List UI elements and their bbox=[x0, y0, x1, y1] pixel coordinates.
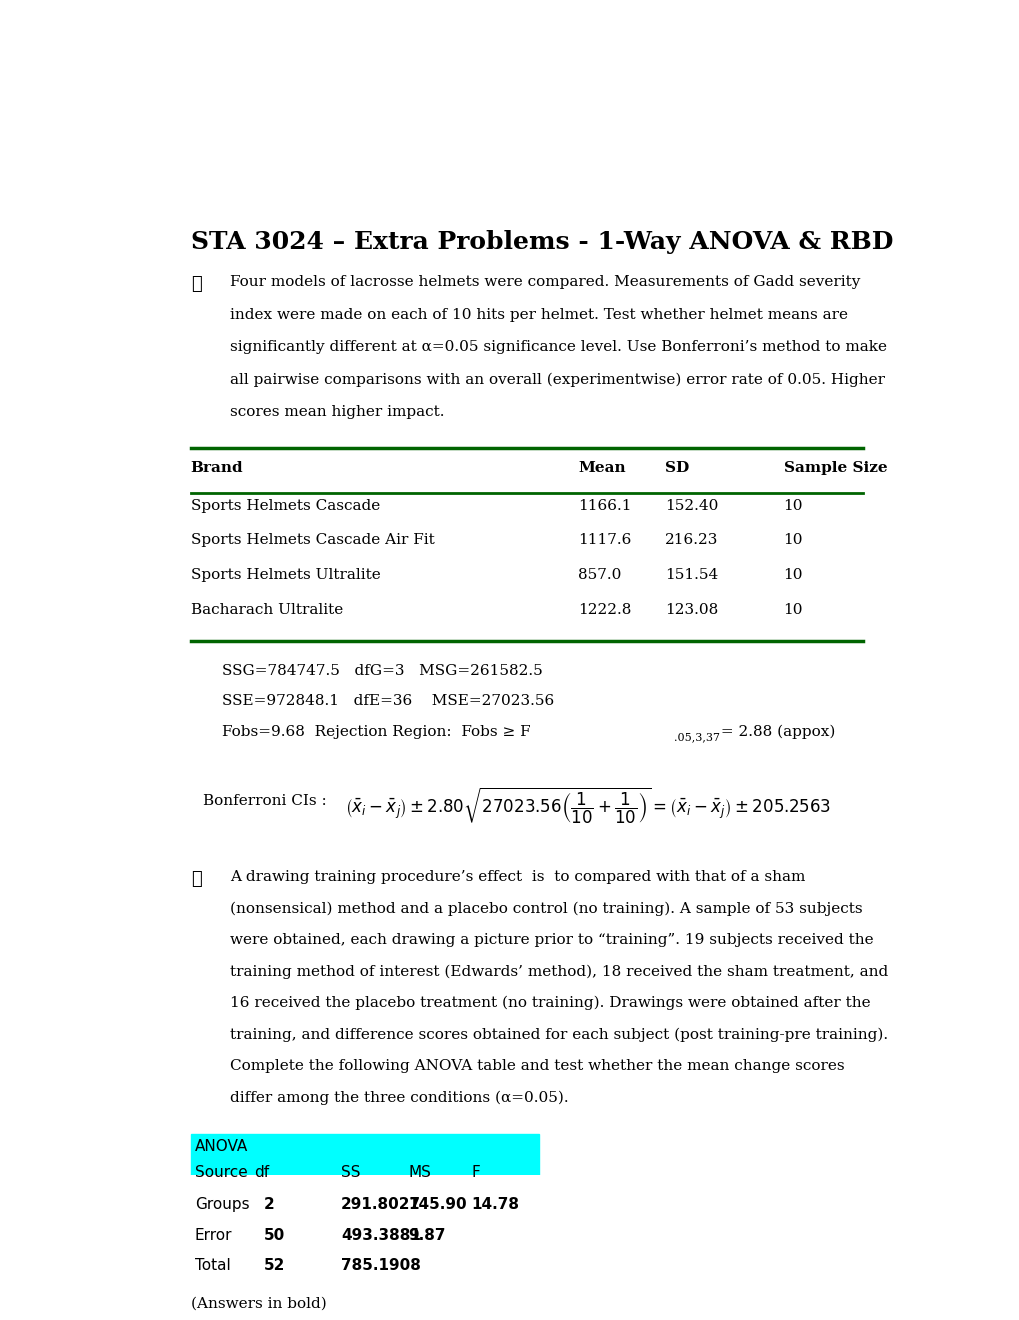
Text: 1166.1: 1166.1 bbox=[578, 499, 631, 513]
Text: Source: Source bbox=[195, 1164, 248, 1180]
Text: Complete the following ANOVA table and test whether the mean change scores: Complete the following ANOVA table and t… bbox=[230, 1059, 844, 1073]
Text: Error: Error bbox=[195, 1228, 232, 1242]
Text: 14.78: 14.78 bbox=[471, 1197, 519, 1212]
Text: Sports Helmets Cascade: Sports Helmets Cascade bbox=[191, 499, 380, 513]
Text: were obtained, each drawing a picture prior to “training”. 19 subjects received : were obtained, each drawing a picture pr… bbox=[230, 933, 873, 946]
Text: (nonsensical) method and a placebo control (no training). A sample of 53 subject: (nonsensical) method and a placebo contr… bbox=[230, 902, 862, 916]
Text: differ among the three conditions (α=0.05).: differ among the three conditions (α=0.0… bbox=[230, 1090, 569, 1105]
Text: 152.40: 152.40 bbox=[664, 499, 717, 513]
Text: 216.23: 216.23 bbox=[664, 533, 717, 548]
Text: Bacharach Ultralite: Bacharach Ultralite bbox=[191, 602, 342, 616]
Text: df: df bbox=[254, 1164, 269, 1180]
Text: 1222.8: 1222.8 bbox=[578, 602, 631, 616]
Text: Total: Total bbox=[195, 1258, 230, 1274]
Text: 1117.6: 1117.6 bbox=[578, 533, 631, 548]
Text: 16 received the placebo treatment (no training). Drawings were obtained after th: 16 received the placebo treatment (no tr… bbox=[230, 995, 870, 1010]
Text: all pairwise comparisons with an overall (experimentwise) error rate of 0.05. Hi: all pairwise comparisons with an overall… bbox=[230, 372, 884, 387]
Text: 2: 2 bbox=[263, 1197, 274, 1212]
Text: 10: 10 bbox=[783, 568, 802, 582]
Text: 50: 50 bbox=[263, 1228, 284, 1242]
Text: Mean: Mean bbox=[578, 461, 625, 475]
Text: training, and difference scores obtained for each subject (post training-pre tra: training, and difference scores obtained… bbox=[230, 1027, 888, 1041]
Text: Sports Helmets Ultralite: Sports Helmets Ultralite bbox=[191, 568, 380, 582]
Text: MS: MS bbox=[408, 1164, 431, 1180]
Text: Bonferroni CIs :: Bonferroni CIs : bbox=[203, 793, 331, 808]
Text: SD: SD bbox=[664, 461, 689, 475]
Text: STA 3024 – Extra Problems - 1-Way ANOVA & RBD: STA 3024 – Extra Problems - 1-Way ANOVA … bbox=[191, 230, 893, 253]
Text: Groups: Groups bbox=[195, 1197, 249, 1212]
Text: SSE=972848.1   dfE=36    MSE=27023.56: SSE=972848.1 dfE=36 MSE=27023.56 bbox=[222, 694, 554, 708]
Text: 785.1908: 785.1908 bbox=[340, 1258, 421, 1274]
Text: 52: 52 bbox=[263, 1258, 284, 1274]
Text: 493.3881: 493.3881 bbox=[340, 1228, 421, 1242]
Text: 9.87: 9.87 bbox=[408, 1228, 445, 1242]
Text: Sports Helmets Cascade Air Fit: Sports Helmets Cascade Air Fit bbox=[191, 533, 434, 548]
Text: significantly different at α=0.05 significance level. Use Bonferroni’s method to: significantly different at α=0.05 signif… bbox=[230, 341, 887, 354]
Text: SS: SS bbox=[340, 1164, 360, 1180]
Text: .05,3,37: .05,3,37 bbox=[674, 733, 719, 743]
Text: 145.90: 145.90 bbox=[408, 1197, 467, 1212]
Text: F: F bbox=[471, 1164, 480, 1180]
Text: Sample Size: Sample Size bbox=[783, 461, 887, 475]
Text: ANOVA: ANOVA bbox=[195, 1139, 248, 1154]
Text: Four models of lacrosse helmets were compared. Measurements of Gadd severity: Four models of lacrosse helmets were com… bbox=[230, 276, 860, 289]
Text: 857.0: 857.0 bbox=[578, 568, 621, 582]
Text: = 2.88 (appox): = 2.88 (appox) bbox=[715, 725, 835, 739]
Text: $\left(\bar{x}_i - \bar{x}_j\right) \pm 2.80\sqrt{27023.56\left(\dfrac{1}{10}+\d: $\left(\bar{x}_i - \bar{x}_j\right) \pm … bbox=[344, 785, 830, 826]
Text: 10: 10 bbox=[783, 602, 802, 616]
Text: Fobs=9.68  Rejection Region:  Fobs ≥ F: Fobs=9.68 Rejection Region: Fobs ≥ F bbox=[222, 725, 531, 738]
Text: 123.08: 123.08 bbox=[664, 602, 717, 616]
Text: scores mean higher impact.: scores mean higher impact. bbox=[230, 405, 444, 420]
Text: ✓: ✓ bbox=[191, 870, 202, 888]
Text: SSG=784747.5   dfG=3   MSG=261582.5: SSG=784747.5 dfG=3 MSG=261582.5 bbox=[222, 664, 542, 677]
Text: 291.8027: 291.8027 bbox=[340, 1197, 421, 1212]
Text: (Answers in bold): (Answers in bold) bbox=[191, 1296, 326, 1311]
Text: index were made on each of 10 hits per helmet. Test whether helmet means are: index were made on each of 10 hits per h… bbox=[230, 308, 848, 322]
Text: A drawing training procedure’s effect  is  to compared with that of a sham: A drawing training procedure’s effect is… bbox=[230, 870, 805, 884]
Bar bbox=[191, 1134, 538, 1274]
Text: training method of interest (Edwards’ method), 18 received the sham treatment, a: training method of interest (Edwards’ me… bbox=[230, 965, 888, 979]
Text: 151.54: 151.54 bbox=[664, 568, 717, 582]
Text: 10: 10 bbox=[783, 499, 802, 513]
Text: Brand: Brand bbox=[191, 461, 244, 475]
Text: ✓: ✓ bbox=[191, 276, 202, 293]
Text: 10: 10 bbox=[783, 533, 802, 548]
